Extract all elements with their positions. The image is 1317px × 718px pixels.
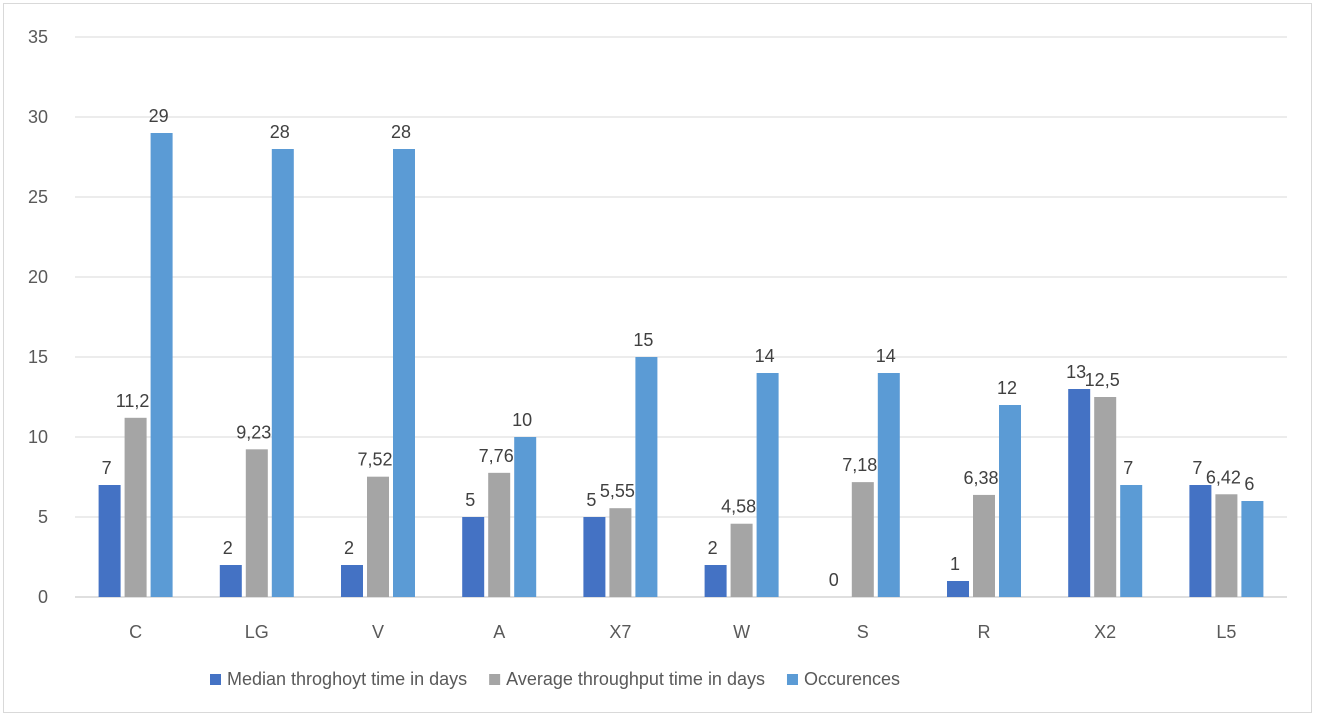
bar [1241, 501, 1264, 597]
bar [98, 485, 121, 597]
bar [462, 517, 485, 597]
data-label: 6 [1244, 474, 1254, 494]
data-label: 9,23 [236, 422, 271, 442]
data-label: 10 [512, 410, 532, 430]
x-tick-label: W [733, 622, 750, 642]
data-label: 13 [1066, 362, 1086, 382]
bar [851, 482, 874, 597]
bar [124, 417, 147, 597]
bar [973, 494, 995, 597]
data-label: 12,5 [1085, 370, 1120, 390]
data-label: 28 [270, 122, 290, 142]
data-label: 4,58 [721, 497, 756, 517]
bar [1120, 485, 1143, 597]
bars [98, 133, 1264, 597]
bar [583, 517, 606, 597]
data-label: 5,55 [600, 481, 635, 501]
x-axis-ticks: C LG V A X7 W S R X2 L5 [129, 622, 1236, 642]
y-axis-ticks: 0 5 10 15 20 25 30 35 [28, 27, 48, 607]
x-tick-label: L5 [1216, 622, 1236, 642]
y-tick-label: 30 [28, 107, 48, 127]
bar [514, 437, 537, 597]
data-label: 2 [708, 538, 718, 558]
bar [393, 149, 415, 597]
bar [488, 472, 511, 597]
bar [1068, 389, 1091, 597]
x-tick-label: A [493, 622, 505, 642]
x-tick-label: C [129, 622, 142, 642]
data-label: 14 [755, 346, 775, 366]
data-label: 12 [997, 378, 1017, 398]
data-label: 6,38 [963, 468, 998, 488]
x-tick-label: X2 [1094, 622, 1116, 642]
data-label: 6,42 [1206, 467, 1241, 487]
bar [1189, 485, 1212, 597]
data-label: 0 [829, 570, 839, 590]
x-tick-label: R [978, 622, 991, 642]
bar [1215, 494, 1238, 597]
y-tick-label: 10 [28, 427, 48, 447]
data-label: 1 [950, 554, 960, 574]
legend: Median throghoyt time in days Average thr… [210, 669, 900, 689]
legend-label: Median throghoyt time in days [227, 669, 467, 689]
legend-swatch [786, 674, 798, 685]
data-label: 7,76 [479, 446, 514, 466]
bar [150, 133, 173, 597]
data-label: 11,2 [116, 391, 150, 411]
bar [367, 476, 389, 597]
legend-swatch [210, 674, 221, 685]
y-tick-label: 5 [38, 507, 48, 527]
data-label: 7 [1192, 458, 1202, 478]
x-tick-label: S [857, 622, 869, 642]
data-label: 28 [391, 122, 411, 142]
y-tick-label: 15 [28, 347, 48, 367]
data-label: 2 [344, 538, 354, 558]
data-label: 29 [149, 106, 169, 126]
x-tick-label: V [372, 622, 384, 642]
data-label: 7,18 [842, 455, 877, 475]
bar [1094, 397, 1117, 597]
data-label: 7 [1123, 458, 1133, 478]
bar [245, 449, 268, 597]
y-tick-label: 35 [28, 27, 48, 47]
y-tick-label: 25 [28, 187, 48, 207]
bar [877, 373, 900, 597]
bar [704, 565, 727, 597]
legend-swatch [489, 674, 501, 685]
bar [271, 149, 294, 597]
legend-label: Occurences [804, 669, 900, 689]
bar [756, 373, 779, 597]
bar [999, 405, 1021, 597]
bar [219, 565, 242, 597]
data-label: 15 [633, 330, 653, 350]
bar [341, 565, 363, 597]
y-tick-label: 20 [28, 267, 48, 287]
bar [635, 357, 658, 597]
y-tick-label: 0 [38, 587, 48, 607]
data-label: 7,52 [357, 450, 392, 470]
bar [947, 581, 969, 597]
data-label: 5 [586, 490, 596, 510]
data-label: 5 [465, 490, 475, 510]
data-label: 7 [102, 458, 112, 478]
data-label: 14 [876, 346, 896, 366]
bar [730, 523, 753, 597]
x-tick-label: X7 [609, 622, 631, 642]
x-tick-label: LG [245, 622, 269, 642]
legend-label: Average throughput time in days [506, 669, 765, 689]
bar [609, 508, 632, 597]
data-label: 2 [223, 538, 233, 558]
